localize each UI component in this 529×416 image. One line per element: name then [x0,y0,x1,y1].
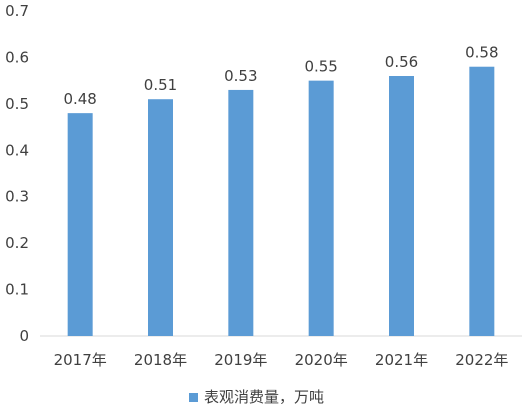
y-tick-label: 0.2 [5,234,29,252]
data-label: 0.58 [465,44,498,62]
x-tick-label: 2018年 [134,351,187,369]
y-axis-tick-labels: 0 0.1 0.2 0.3 0.4 0.5 0.6 0.7 [5,2,29,345]
legend-swatch [189,393,198,402]
bar [228,89,254,336]
data-label: 0.55 [304,58,337,76]
y-tick-label: 0.7 [5,2,29,20]
y-tick-label: 0 [19,327,29,345]
bar [389,76,414,336]
y-tick-label: 0.5 [5,95,29,113]
legend-label: 表观消费量，万吨 [204,388,324,406]
x-tick-label: 2022年 [455,351,508,369]
data-label: 0.51 [144,76,177,94]
bar [148,99,173,336]
data-label: 0.56 [385,53,418,71]
data-label: 0.53 [224,67,257,85]
x-tick-label: 2017年 [54,351,107,369]
bar [308,80,334,337]
bar [469,66,495,336]
x-tick-label: 2020年 [295,351,348,369]
x-axis-tick-labels: 2017年 2018年 2019年 2020年 2021年 2022年 [54,351,509,369]
y-tick-label: 0.1 [5,281,29,299]
y-tick-label: 0.4 [5,141,29,159]
x-tick-label: 2019年 [214,351,267,369]
data-label: 0.48 [63,90,96,108]
x-tick-label: 2021年 [375,351,428,369]
legend: 表观消费量，万吨 [189,388,324,406]
y-tick-label: 0.3 [5,188,29,206]
bar [67,113,93,337]
data-labels: 0.48 0.51 0.53 0.55 0.56 0.58 [63,44,498,108]
bar-series [67,66,495,337]
y-tick-label: 0.6 [5,48,29,66]
